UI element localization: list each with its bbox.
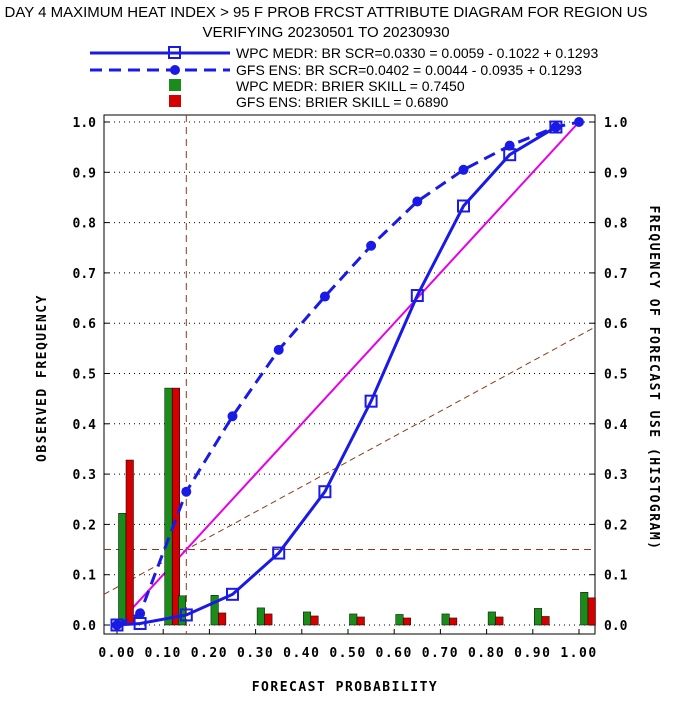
- legend-label-gfs-brier-skill: GFS ENS: BRIER SKILL = 0.6890: [236, 94, 449, 110]
- y-axis-label-left: OBSERVED FREQUENCY: [35, 294, 50, 462]
- series-point: [112, 620, 122, 630]
- series-point: [412, 196, 423, 207]
- x-tick-label: 0.70: [422, 646, 459, 661]
- series-point: [273, 344, 284, 355]
- x-axis-label: FORECAST PROBABILITY: [252, 680, 439, 695]
- y-tick-label-left: 0.4: [73, 418, 97, 433]
- series-point: [366, 240, 377, 251]
- x-tick-label: 1.00: [560, 646, 597, 661]
- y-tick-label-right: 0.4: [604, 418, 628, 433]
- perfect-reliability-line: [116, 121, 580, 626]
- histogram-bar: [587, 597, 596, 626]
- y-tick-label-left: 0.3: [73, 468, 96, 483]
- histogram-bar: [487, 611, 496, 626]
- histogram-bar: [256, 607, 265, 626]
- x-tick-label: 0.40: [283, 646, 320, 661]
- legend-marker-square-icon: [168, 46, 181, 59]
- y-tick-label-left: 1.0: [73, 116, 97, 131]
- series-point: [226, 587, 239, 601]
- histogram-bar: [495, 616, 504, 626]
- y-tick-label-right: 0.8: [604, 217, 628, 232]
- histogram-bar: [310, 615, 319, 626]
- legend-label-wpc-brier-skill: WPC MEDR: BRIER SKILL = 0.7450: [236, 78, 465, 94]
- y-tick-label-left: 0.8: [73, 217, 97, 232]
- x-tick-label: 0.80: [468, 646, 505, 661]
- x-tick-label: 0.30: [237, 646, 274, 661]
- series-point: [318, 485, 332, 499]
- legend-swatch-wpc-icon: [169, 79, 181, 91]
- series-point: [410, 289, 424, 303]
- x-tick-label: 0.90: [514, 646, 551, 661]
- x-tick-label: 0.50: [329, 646, 366, 661]
- y-tick-label-right: 0.7: [604, 267, 627, 282]
- series-point: [457, 199, 470, 213]
- x-tick-label: 0.60: [376, 646, 413, 661]
- reliability-curves: [110, 117, 584, 632]
- histogram-bar: [349, 613, 358, 626]
- x-tick-label: 0.00: [98, 646, 135, 661]
- y-tick-label-left: 0.5: [73, 368, 96, 383]
- histogram-bar: [534, 608, 543, 626]
- histogram-bar: [264, 613, 273, 626]
- legend-label-gfs-brier-score: GFS ENS: BR SCR=0.0402 = 0.0044 - 0.0935…: [236, 62, 582, 78]
- series-line: [116, 120, 580, 627]
- y-tick-label-left: 0.0: [73, 619, 97, 634]
- tick-labels: 0.0 0.00.1 0.10.2 0.20.3 0.30.4 0.40.5 0.50.6 0…: [73, 116, 628, 661]
- legend-label-wpc-brier-score: WPC MEDR: BR SCR=0.0330 = 0.0059 - 0.102…: [236, 45, 598, 61]
- histogram-bars: [118, 387, 596, 626]
- y-tick-label-right: 0.6: [604, 317, 628, 332]
- y-axis-label-right: FREQUENCY OF FORECAST USE (HISTOGRAM): [646, 205, 661, 550]
- series-point: [364, 394, 378, 408]
- y-tick-label-right: 0.9: [604, 166, 627, 181]
- histogram-bar: [164, 387, 173, 626]
- histogram-bar: [402, 617, 411, 626]
- series-point: [574, 117, 584, 127]
- x-tick-label: 0.10: [145, 646, 182, 661]
- y-tick-label-left: 0.2: [73, 518, 96, 533]
- y-tick-label-right: 0.0: [604, 619, 628, 634]
- series-line: [116, 125, 557, 627]
- histogram-bar: [171, 387, 180, 626]
- series-point: [181, 486, 192, 497]
- legend-swatch-gfs-icon: [169, 95, 181, 107]
- histogram-bar: [395, 614, 404, 626]
- chart-subtitle: VERIFYING 20230501 TO 20230930: [202, 24, 449, 41]
- y-tick-label-right: 1.0: [604, 116, 628, 131]
- histogram-bar: [356, 616, 365, 626]
- histogram-bar: [303, 611, 312, 626]
- chart-title: DAY 4 MAXIMUM HEAT INDEX > 95 F PROB FRC…: [4, 4, 647, 21]
- legend: WPC MEDR: BR SCR=0.0330 = 0.0059 - 0.102…: [90, 45, 598, 110]
- histogram-bar: [580, 592, 589, 626]
- reference-lines: [103, 115, 596, 634]
- series-point: [319, 291, 330, 302]
- y-tick-label-left: 0.1: [73, 569, 97, 584]
- y-tick-label-right: 0.1: [604, 569, 628, 584]
- series-point: [504, 140, 515, 151]
- histogram-bar: [441, 613, 450, 626]
- histogram-bar: [210, 595, 219, 626]
- plot-frame: [103, 114, 596, 635]
- y-tick-label-right: 0.3: [604, 468, 627, 483]
- series-point: [135, 608, 146, 619]
- histogram-bar: [118, 513, 127, 626]
- series-point: [272, 546, 286, 560]
- y-tick-label-left: 0.9: [73, 166, 96, 181]
- histogram-bar: [449, 617, 458, 626]
- series-point: [110, 618, 124, 632]
- series-point: [458, 164, 469, 175]
- y-tick-label-right: 0.2: [604, 518, 627, 533]
- series-point: [179, 608, 193, 622]
- histogram-bar: [541, 616, 550, 626]
- histogram-bar: [125, 459, 134, 626]
- series-point: [227, 411, 238, 422]
- series-point: [550, 122, 561, 133]
- legend-marker-circle-icon: [170, 65, 180, 75]
- y-tick-label-left: 0.7: [73, 267, 96, 282]
- x-tick-label: 0.20: [191, 646, 228, 661]
- histogram-bar: [218, 612, 227, 626]
- y-tick-label-left: 0.6: [73, 317, 97, 332]
- y-tick-label-right: 0.5: [604, 368, 627, 383]
